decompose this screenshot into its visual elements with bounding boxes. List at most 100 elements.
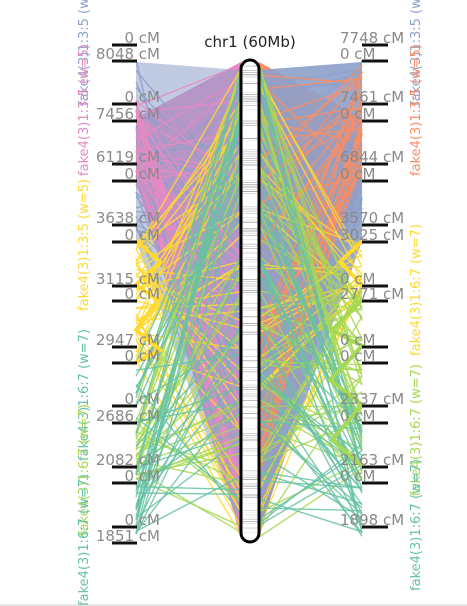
left-tick-label: 8048 cM	[96, 45, 160, 63]
link-line	[135, 402, 242, 423]
link-line	[258, 378, 363, 456]
link-line	[258, 452, 363, 519]
link-bundle-edge	[327, 298, 366, 468]
link-line	[135, 492, 242, 496]
link-line	[258, 328, 363, 529]
left-tick-label: 0 cM	[124, 285, 160, 303]
link-line	[135, 68, 242, 251]
right-tick-label: 2337 cM	[340, 390, 404, 408]
left-tick-label: 3115 cM	[96, 270, 160, 288]
left-tick-label: 7456 cM	[96, 105, 160, 123]
right-tick-label: 0 cM	[340, 165, 376, 183]
link-line	[258, 69, 363, 534]
link-line	[258, 125, 363, 372]
link-line	[135, 64, 242, 107]
link-line	[258, 69, 363, 86]
right-tick-label: 7748 cM	[340, 29, 404, 47]
left-tick-label: 0 cM	[124, 347, 160, 365]
link-line	[258, 338, 363, 385]
link-line	[135, 78, 242, 141]
left-map-name-label: fake4(3)1:6:7 (w=7)	[77, 474, 92, 606]
link-line	[135, 460, 242, 484]
left-tick-label: 0 cM	[124, 165, 160, 183]
link-line	[258, 77, 363, 90]
link-line	[258, 74, 363, 85]
link-line	[258, 85, 363, 471]
link-line	[258, 394, 363, 467]
right-tick-label: 0 cM	[340, 407, 376, 425]
right-tick-label: 0 cM	[340, 467, 376, 485]
link-bundle-edge	[337, 239, 364, 287]
link-line	[135, 90, 242, 535]
link-line	[135, 323, 242, 535]
link-line	[135, 175, 242, 276]
right-tick-label: 0 cM	[340, 105, 376, 123]
left-tick-label: 2082 cM	[96, 451, 160, 469]
link-line	[135, 153, 242, 517]
left-tick-label: 0 cM	[124, 29, 160, 47]
link-line	[258, 464, 363, 526]
link-line	[258, 142, 363, 207]
link-line	[258, 64, 363, 175]
link-line	[258, 81, 363, 180]
right-tick-label: 0 cM	[340, 45, 376, 63]
link-line	[258, 168, 363, 309]
link-line	[135, 216, 242, 388]
left-map-name-label: fake4(3)1:3:5 (w=5)	[77, 0, 92, 106]
link-line	[135, 395, 242, 533]
link-line	[135, 126, 242, 264]
right-tick-label: 3570 cM	[340, 209, 404, 227]
link-line	[258, 197, 363, 525]
right-map-name-label: fake4(3)1:3:5 (w=5)	[409, 44, 424, 176]
left-tick-label: 0 cM	[124, 88, 160, 106]
left-tick-label: 0 cM	[124, 511, 160, 529]
map-name-labels: fake4(3)1:3:5 (w=5)fake4(3)1:3:5 (w=5)fa…	[77, 0, 424, 606]
right-map-name-label: fake4(3)1:6:7 (w=7)	[409, 224, 424, 356]
link-line	[258, 74, 363, 267]
link-line	[258, 443, 363, 524]
link-line	[258, 261, 363, 470]
link-line	[135, 436, 242, 480]
link-line	[258, 207, 363, 432]
link-line	[135, 81, 242, 172]
link-line	[135, 74, 242, 434]
link-line	[135, 438, 242, 519]
link-line	[258, 498, 363, 533]
right-map-name-label: fake4(3)1:3:5 (w=5)	[409, 0, 424, 106]
link-line	[135, 344, 242, 509]
left-map-name-label: fake4(3)1:6:7 (w=7)	[77, 329, 92, 461]
link-line	[258, 324, 363, 427]
link-line	[135, 256, 242, 487]
link-line	[135, 328, 242, 448]
left-tick-label: 1851 cM	[96, 527, 160, 545]
right-tick-label: 6844 cM	[340, 148, 404, 166]
link-line	[135, 387, 242, 424]
left-tick-label: 2947 cM	[96, 331, 160, 349]
link-line	[258, 273, 363, 429]
link-line	[135, 150, 242, 502]
link-line	[258, 209, 363, 436]
right-tick-label: 0 cM	[340, 331, 376, 349]
link-line	[258, 92, 363, 209]
link-line	[258, 168, 363, 417]
link-line	[135, 99, 242, 362]
link-bundle-edge	[132, 238, 164, 364]
left-map-name-label: fake4(3)1:3:5 (w=5)	[77, 44, 92, 176]
right-tick-label: 0 cM	[340, 270, 376, 288]
link-line	[135, 127, 242, 245]
link-line	[258, 277, 363, 334]
chromosome-body	[241, 60, 259, 542]
link-line	[258, 379, 363, 537]
link-line	[135, 89, 242, 225]
link-line	[135, 100, 242, 262]
right-tick-label: 2771 cM	[340, 285, 404, 303]
link-line	[258, 163, 363, 450]
link-lines	[132, 59, 366, 538]
link-line	[135, 100, 242, 113]
link-line	[135, 152, 242, 436]
link-line	[258, 471, 363, 489]
chromosome-outline	[239, 58, 261, 544]
left-tick-label: 0 cM	[124, 390, 160, 408]
